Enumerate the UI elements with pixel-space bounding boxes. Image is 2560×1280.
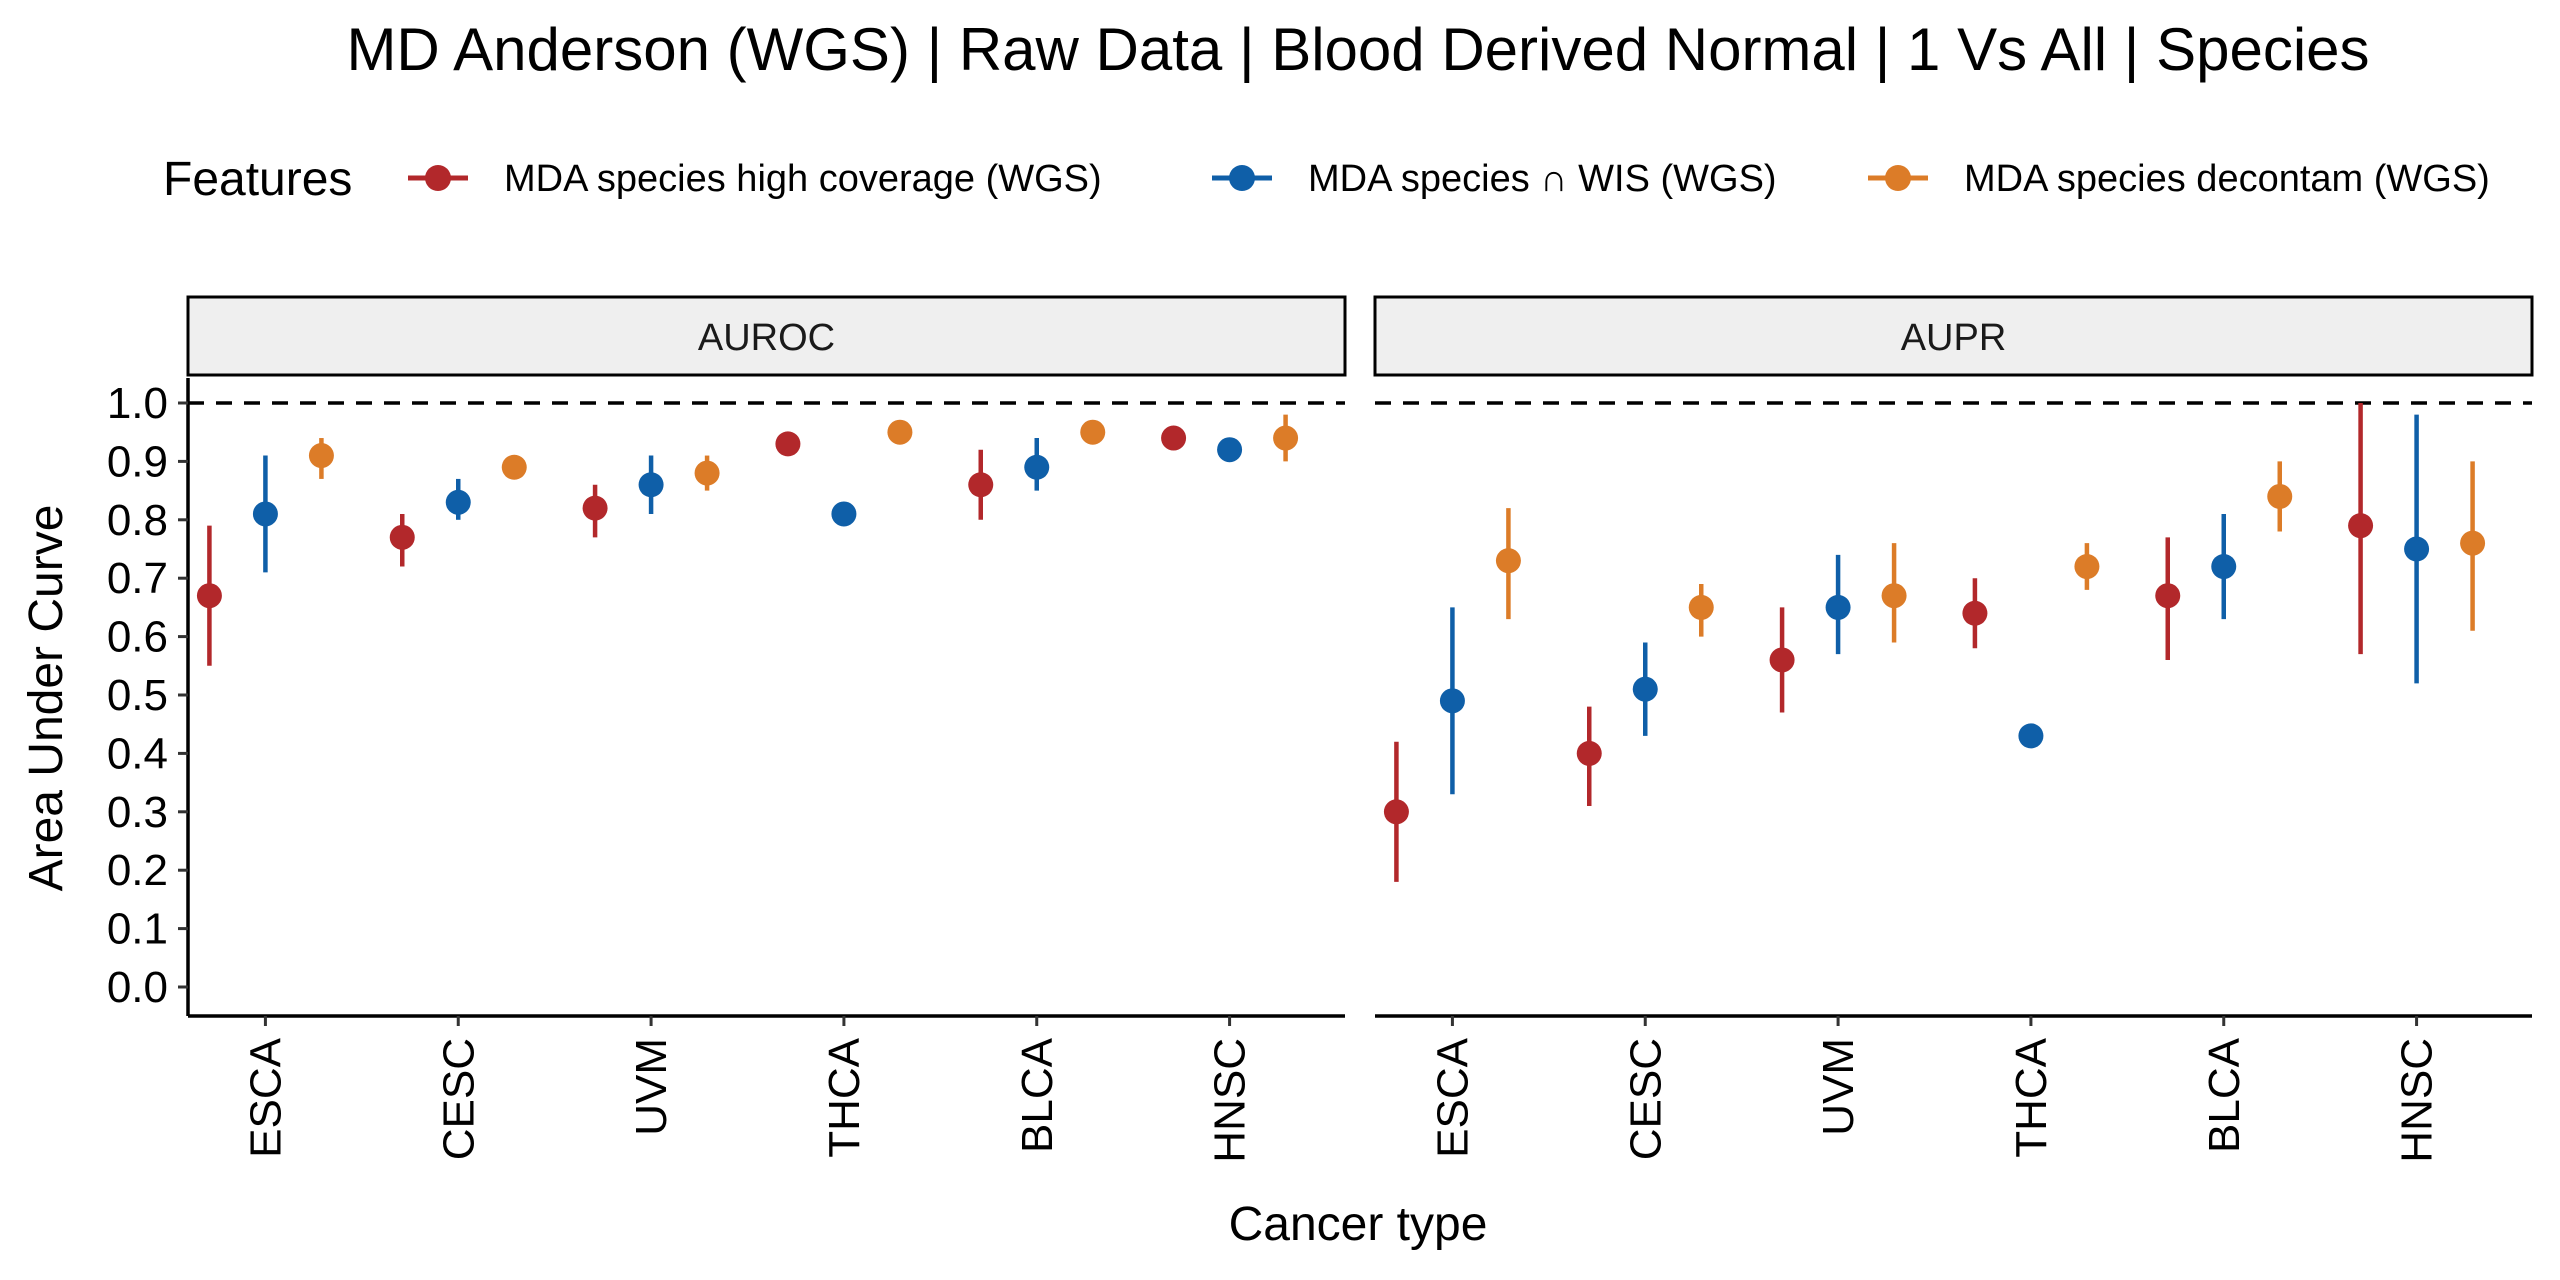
data-point [1825,594,1851,620]
data-point [1217,437,1243,463]
facet-strip [186,295,1347,377]
data-point [1881,583,1907,609]
legend-entry-label: MDA species decontam (WGS) [1964,158,2490,200]
facet-strip-label: AUPR [1901,317,2007,359]
facet-strip [1373,295,2534,377]
data-point [1024,454,1050,480]
data-point [445,489,471,515]
legend-entry-label: MDA species high coverage (WGS) [504,158,1102,200]
data-point [1632,676,1658,702]
data-point [1273,425,1299,451]
data-point [1769,647,1795,673]
data-point [2018,723,2044,749]
y-tick-label: 1.0 [107,379,168,428]
x-tick-label: HNSC [2393,1038,2442,1163]
x-tick-label: ESCA [1428,1037,1477,1157]
data-point [1383,799,1409,825]
y-tick-label: 0.6 [107,613,168,662]
data-point [2348,513,2374,539]
data-point [2074,554,2100,580]
data-point [1962,600,1988,626]
data-point [968,472,994,498]
data-point [2404,536,2430,562]
data-point [252,501,278,527]
data-point [2460,530,2486,556]
data-point [694,460,720,486]
y-tick-label: 0.9 [107,437,168,486]
legend-key-point [1229,165,1255,191]
data-point [887,419,913,445]
data-point [638,472,664,498]
x-tick-label: THCA [2007,1037,2056,1157]
data-point [1161,425,1187,451]
chart-title: MD Anderson (WGS) | Raw Data | Blood Der… [346,16,2369,83]
data-point [196,583,222,609]
legend-title: Features [163,153,352,206]
data-point [2267,483,2293,509]
data-point [831,501,857,527]
x-tick-label: HNSC [1206,1038,1255,1163]
facet-strip-label: AUROC [698,317,835,359]
x-tick-label: BLCA [2200,1037,2249,1153]
y-tick-label: 0.2 [107,846,168,895]
legend: Features MDA species high coverage (WGS)… [163,153,2490,206]
y-tick-label: 0.8 [107,496,168,545]
data-point [389,524,415,550]
data-point [582,495,608,521]
legend-key-point [425,165,451,191]
data-point [308,443,334,469]
data-point [2211,554,2237,580]
data-point [1439,688,1465,714]
x-tick-label: BLCA [1013,1037,1062,1153]
x-axis-title: Cancer type [1229,1198,1488,1251]
legend-entry-label: MDA species ∩ WIS (WGS) [1308,158,1777,200]
x-tick-label: CESC [434,1038,483,1160]
x-tick-label: THCA [820,1037,869,1157]
y-tick-label: 0.7 [107,554,168,603]
data-point [1495,548,1521,574]
y-tick-label: 0.0 [107,963,168,1012]
y-tick-label: 0.5 [107,671,168,720]
x-tick-label: CESC [1621,1038,1670,1160]
x-tick-label: ESCA [241,1037,290,1157]
y-tick-label: 0.4 [107,729,168,778]
legend-key-point [1885,165,1911,191]
data-point [1688,594,1714,620]
data-point [1576,740,1602,766]
data-point [775,431,801,457]
y-tick-label: 0.1 [107,905,168,954]
data-point [501,454,527,480]
panel-auroc: AUROC 0.0 0.1 0.2 0.3 0.4 0.5 0.6 0.7 0.8 0.9 1.0 ES… [107,295,1347,1163]
data-point [1080,419,1106,445]
data-point [2155,583,2181,609]
x-tick-label: UVM [627,1038,676,1136]
y-axis-title: Area Under Curve [20,505,73,892]
y-tick-label: 0.3 [107,788,168,837]
x-tick-label: UVM [1814,1038,1863,1136]
panel-aupr: AUPR ESCA CESC UVM THCA BLCA HNSC [1373,295,2534,1163]
